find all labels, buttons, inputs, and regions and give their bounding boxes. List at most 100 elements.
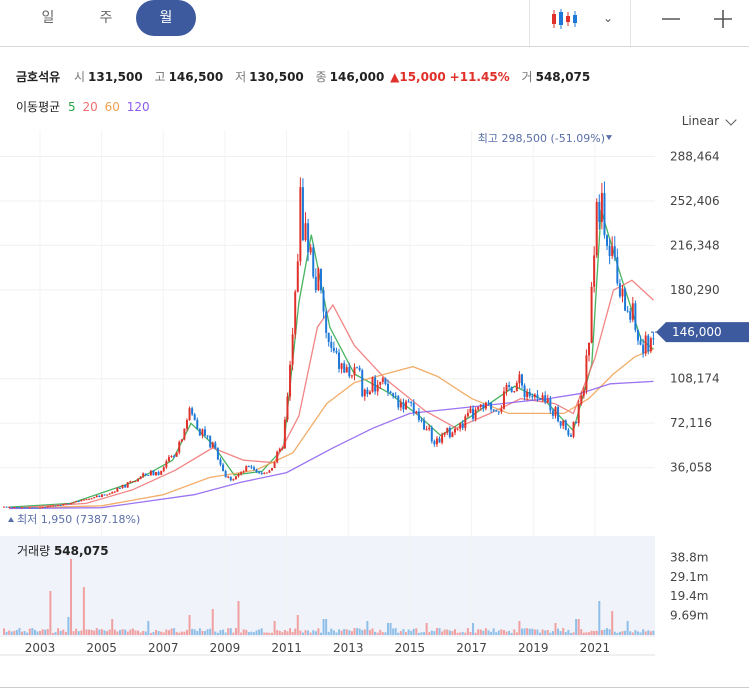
candle-body xyxy=(647,335,650,352)
ma-20-label[interactable]: 20 xyxy=(82,100,98,114)
volume-bar xyxy=(77,631,80,635)
candle-body xyxy=(639,340,642,345)
volume-bar xyxy=(606,628,609,635)
volume-bar xyxy=(103,630,106,635)
candle-body xyxy=(289,364,292,397)
price-summary: 금호석유 시 131,500 고 146,500 저 130,500 종 146,000… xyxy=(16,68,598,85)
candle-body xyxy=(510,386,513,393)
volume-bar xyxy=(211,609,214,635)
down-triangle-icon xyxy=(606,135,612,141)
volume-bar xyxy=(325,619,328,635)
volume-bar xyxy=(363,629,366,635)
volume-bar xyxy=(255,630,258,635)
candle-body xyxy=(299,187,302,262)
candle-body xyxy=(497,411,500,413)
candle-body xyxy=(188,408,191,421)
candle-body xyxy=(613,246,616,258)
volume-bar xyxy=(567,629,570,635)
current-price-label: 146,000 xyxy=(672,325,722,339)
candle-body xyxy=(582,390,585,396)
volume-bar xyxy=(533,629,536,635)
volume-bar xyxy=(368,630,371,635)
candle-body xyxy=(227,476,230,478)
candle-body xyxy=(379,381,382,385)
candle-body xyxy=(147,474,150,476)
candle-body xyxy=(541,395,544,400)
candle-body xyxy=(185,420,188,429)
volume-bar xyxy=(44,629,47,635)
volume-bar xyxy=(131,628,134,635)
y-tick-label: 108,174 xyxy=(670,372,720,386)
candle-body xyxy=(204,429,207,436)
candle-body xyxy=(80,500,83,502)
candle-body xyxy=(82,499,85,501)
candle-body xyxy=(495,410,498,412)
plus-icon[interactable] xyxy=(708,0,738,36)
volume-bar xyxy=(88,629,91,635)
ma-120-label[interactable]: 120 xyxy=(126,100,150,114)
x-tick-label: 2015 xyxy=(395,641,426,655)
candle-body xyxy=(340,363,343,369)
candle-body xyxy=(518,374,521,384)
candle-body xyxy=(559,421,562,426)
ma-60-label[interactable]: 60 xyxy=(104,100,120,114)
candle-body xyxy=(600,193,603,222)
ma-5-label[interactable]: 5 xyxy=(68,100,76,114)
candle-body xyxy=(157,472,160,475)
chevron-down-icon[interactable]: ⌄ xyxy=(602,11,614,25)
volume-bar xyxy=(170,628,173,635)
x-tick-label: 2019 xyxy=(518,641,549,655)
open-value: 131,500 xyxy=(88,70,143,84)
scale-selector[interactable]: Linear xyxy=(681,114,719,128)
volume-bar xyxy=(126,631,129,635)
change-value: 15,000 xyxy=(399,70,446,84)
volume-bar xyxy=(472,623,475,635)
chart-type-button[interactable] xyxy=(540,0,590,36)
tab-day[interactable]: 일 xyxy=(41,10,55,26)
volume-bar xyxy=(49,591,52,635)
volume-y-tick-label: 19.4m xyxy=(670,589,708,603)
current-price-tag xyxy=(656,322,749,343)
candle-body xyxy=(477,406,480,410)
volume-bar xyxy=(361,630,364,635)
volume-bar xyxy=(129,629,132,635)
volume-bar xyxy=(343,629,346,635)
volume-bar xyxy=(227,628,230,635)
candle-body xyxy=(209,436,212,448)
volume-bar xyxy=(644,631,647,635)
tab-week[interactable]: 주 xyxy=(99,10,113,26)
volume-bar xyxy=(469,632,472,635)
volume-bar xyxy=(582,632,585,635)
candle-body xyxy=(572,421,575,437)
volume-bar xyxy=(350,631,353,635)
volume-bar xyxy=(312,630,315,635)
volume-bar xyxy=(536,629,539,635)
candle-body xyxy=(165,461,168,468)
volume-bar xyxy=(559,631,562,635)
volume-bar xyxy=(531,628,534,635)
candle-body xyxy=(98,495,101,498)
candle-body xyxy=(26,507,29,509)
candle-body xyxy=(263,472,266,474)
volume-bar xyxy=(51,632,54,635)
volume-bar xyxy=(178,632,181,635)
volume-bar xyxy=(575,619,578,635)
candle-body xyxy=(258,471,261,473)
volume-bar xyxy=(62,629,65,635)
candle-body xyxy=(3,506,5,508)
volume-bar xyxy=(508,630,511,635)
candle-body xyxy=(366,389,369,395)
volume-bar xyxy=(345,629,348,635)
candle-body xyxy=(453,428,456,433)
volume-bar xyxy=(348,630,351,635)
volume-bar xyxy=(428,632,431,635)
candle-body xyxy=(631,303,634,320)
candle-body xyxy=(90,498,93,500)
volume-bar xyxy=(198,628,201,635)
tab-month[interactable]: 월 xyxy=(136,0,196,36)
volume-bar xyxy=(289,628,292,635)
candle-body xyxy=(211,442,214,448)
volume-chart-label: 거래량 xyxy=(17,544,51,558)
minus-icon[interactable] xyxy=(656,0,686,36)
volume-bar xyxy=(165,629,168,635)
